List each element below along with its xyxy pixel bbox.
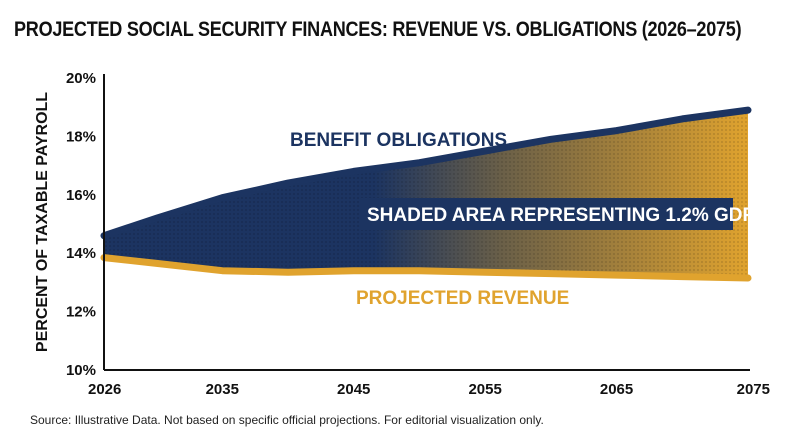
x-tick-label: 2035 xyxy=(206,381,239,398)
series-label-projected-revenue: PROJECTED REVENUE xyxy=(356,288,569,309)
series-line-benefit-obligations xyxy=(100,106,752,240)
source-note: Source: Illustrative Data. Not based on … xyxy=(30,413,544,427)
gap-area-texture xyxy=(104,110,748,278)
series-label-benefit-obligations: BENEFIT OBLIGATIONS xyxy=(290,130,507,151)
y-tick-label: 20% xyxy=(66,70,96,87)
x-tick-label: 2026 xyxy=(88,381,121,398)
x-tick-label: 2075 xyxy=(737,381,770,398)
chart-title: PROJECTED SOCIAL SECURITY FINANCES: REVE… xyxy=(14,18,742,41)
x-tick-label: 2045 xyxy=(337,381,370,398)
series-line-projected-revenue xyxy=(100,254,752,282)
gap-annotation-box xyxy=(359,198,733,230)
gap-annotation-text: SHADED AREA REPRESENTING 1.2% GDP GAP xyxy=(367,205,800,226)
gap-annotation: SHADED AREA REPRESENTING 1.2% GDP GAP xyxy=(359,198,800,230)
x-tick-label: 2065 xyxy=(600,381,633,398)
y-axis-label: PERCENT OF TAXABLE PAYROLL xyxy=(34,92,51,352)
x-tick-label: 2055 xyxy=(468,381,501,398)
y-tick-label: 18% xyxy=(66,128,96,145)
y-tick-label: 10% xyxy=(66,362,96,379)
y-tick-label: 12% xyxy=(66,304,96,321)
y-tick-label: 14% xyxy=(66,245,96,262)
y-tick-label: 16% xyxy=(66,187,96,204)
